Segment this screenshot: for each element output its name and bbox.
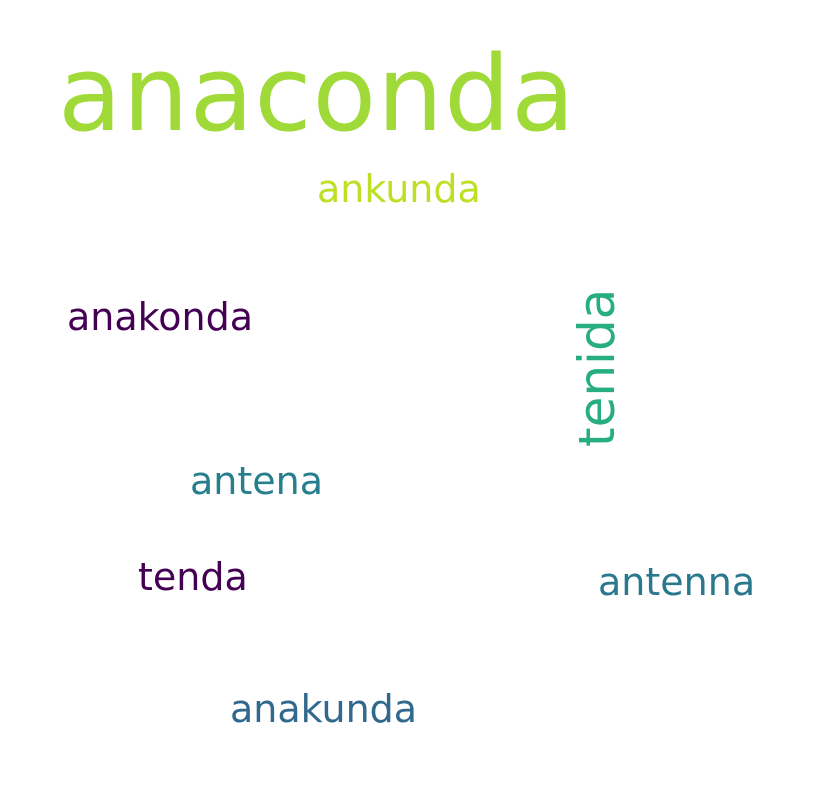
word-anakunda: anakunda	[230, 687, 418, 731]
word-tenida: tenida	[568, 288, 626, 447]
word-anaconda: anaconda	[58, 33, 576, 155]
word-tenda: tenda	[138, 555, 248, 599]
word-ankunda: ankunda	[317, 167, 481, 211]
word-antena: antena	[190, 459, 324, 503]
word-anakonda: anakonda	[67, 295, 254, 339]
word-antenna: antenna	[598, 560, 756, 604]
